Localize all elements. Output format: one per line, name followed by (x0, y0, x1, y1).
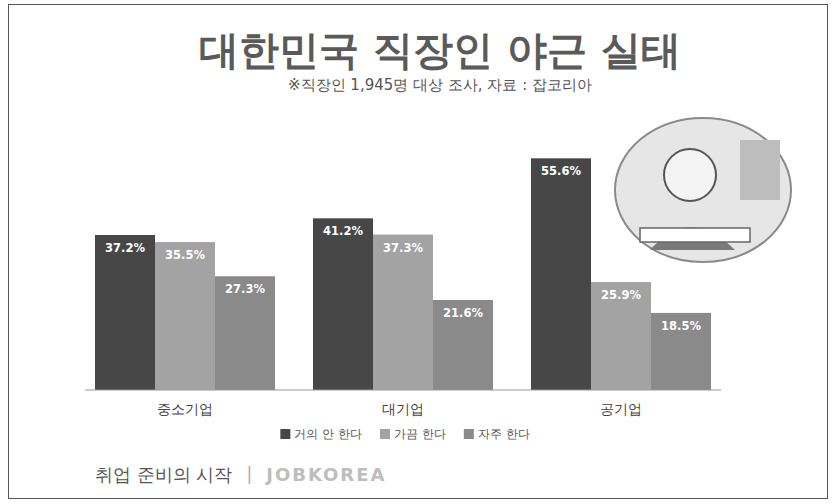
frame (9, 5, 828, 499)
legend-label: 가끔 한다 (394, 427, 446, 441)
bar (433, 300, 493, 390)
subtitle: ※직장인 1,945명 대상 조사, 자료 : 잡코리아 (288, 76, 592, 94)
title: 대한민국 직장인 야근 실태 (199, 27, 681, 73)
legend: 거의 안 한다 가끔 한다 자주 한다 (280, 427, 529, 441)
data-label: 37.3% (383, 241, 423, 255)
data-label: 27.3% (225, 282, 265, 296)
bars (95, 158, 711, 390)
x-tick-label: 중소기업 (157, 401, 213, 417)
footer-separator: | (246, 464, 252, 484)
legend-swatch (464, 429, 474, 439)
legend-label: 거의 안 한다 (294, 427, 362, 441)
legend-swatch (380, 429, 390, 439)
footer-brand: JOBKOREA (264, 464, 386, 485)
legend-item: 자주 한다 (464, 427, 530, 441)
x-tick-label: 대기업 (382, 401, 424, 417)
bar (591, 282, 651, 390)
x-tick-label: 공기업 (600, 401, 642, 417)
bar (373, 235, 433, 390)
data-label: 55.6% (541, 164, 581, 178)
illustration-bg (615, 118, 791, 262)
illustration (615, 118, 791, 262)
bar (95, 235, 155, 390)
footer-text: 취업 준비의 시작 (95, 464, 232, 485)
illustration-paper (640, 228, 750, 242)
bar (215, 276, 275, 390)
legend-swatch (280, 429, 290, 439)
data-label: 21.6% (443, 306, 483, 320)
data-label: 41.2% (323, 224, 363, 238)
legend-label: 자주 한다 (478, 427, 530, 441)
illustration-head (664, 149, 716, 201)
illustration-shelf (740, 140, 780, 200)
data-label: 18.5% (661, 319, 701, 333)
bar (651, 313, 711, 390)
x-axis (85, 390, 721, 391)
bar (155, 242, 215, 390)
data-label: 37.2% (105, 241, 145, 255)
legend-item: 가끔 한다 (380, 427, 446, 441)
chart-root: 대한민국 직장인 야근 실태 ※직장인 1,945명 대상 조사, 자료 : 잡코… (0, 0, 836, 504)
data-label: 35.5% (165, 248, 205, 262)
bar (531, 158, 591, 390)
data-labels: 37.2% 35.5% 27.3% 41.2% 37.3% 21.6% 55.6% 25.9%… (105, 164, 701, 333)
bar (313, 218, 373, 390)
data-label: 25.9% (601, 288, 641, 302)
legend-item: 거의 안 한다 (280, 427, 362, 441)
